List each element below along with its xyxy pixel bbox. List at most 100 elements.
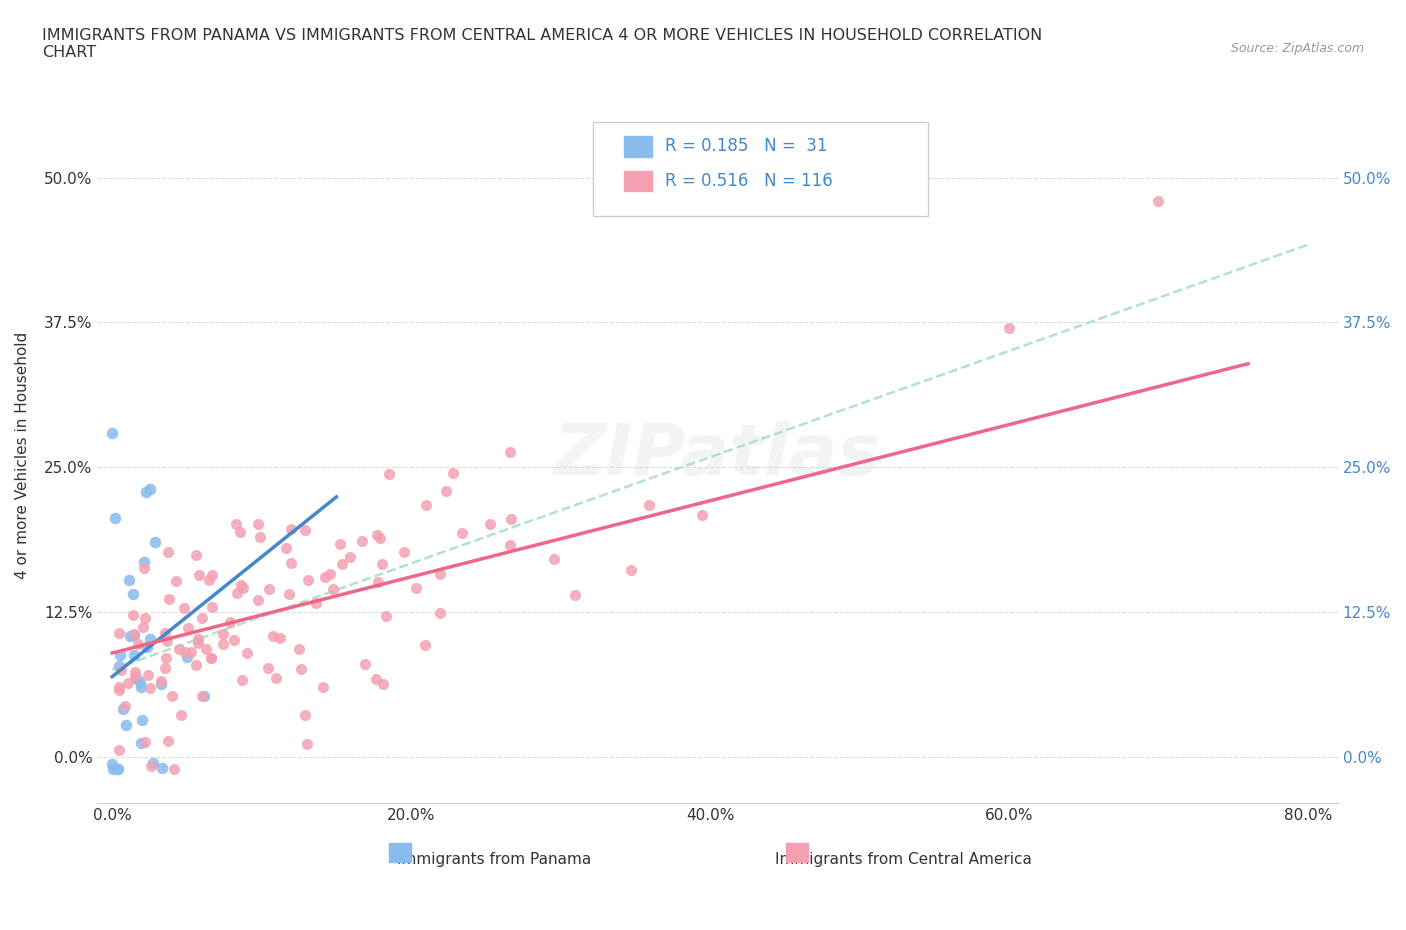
FancyBboxPatch shape [593, 122, 928, 216]
Point [371, 556, 394, 571]
Point [180, 644, 202, 659]
Point [262, 628, 284, 643]
Point [118, 572, 141, 587]
Point [155, 651, 177, 666]
Point [371, 677, 394, 692]
Point [134, 735, 156, 750]
Point [138, 631, 160, 646]
Point [157, 544, 180, 559]
Point [235, 645, 257, 660]
Point [441, 466, 464, 481]
Point [257, 581, 280, 596]
Bar [786, 843, 808, 862]
Bar [624, 136, 652, 156]
Text: R = 0.185   N =  31: R = 0.185 N = 31 [665, 138, 828, 155]
Text: IMMIGRANTS FROM PANAMA VS IMMIGRANTS FROM CENTRAL AMERICA 4 OR MORE VEHICLES IN : IMMIGRANTS FROM PANAMA VS IMMIGRANTS FRO… [42, 28, 1042, 60]
Point [131, 713, 153, 728]
Point [121, 586, 143, 601]
Point [620, 563, 643, 578]
Point [201, 600, 224, 615]
Point [122, 647, 145, 662]
Point [211, 627, 233, 642]
Point [247, 593, 270, 608]
Point [121, 607, 143, 622]
Text: ZIPatlas: ZIPatlas [554, 421, 882, 490]
Point [305, 595, 328, 610]
Point [637, 498, 659, 512]
Point [295, 737, 318, 751]
Point [269, 631, 291, 645]
Point [135, 485, 157, 499]
Point [499, 512, 522, 526]
Point [394, 544, 416, 559]
Point [173, 644, 195, 659]
Point [184, 548, 207, 563]
Point [247, 516, 270, 531]
Point [167, 642, 190, 657]
Point [290, 661, 312, 676]
Point [229, 525, 252, 539]
Point [150, 676, 173, 691]
Point [294, 708, 316, 723]
Point [108, 742, 131, 757]
Point [429, 605, 451, 620]
Point [274, 540, 297, 555]
Point [188, 568, 211, 583]
Point [139, 681, 162, 696]
Point [150, 674, 173, 689]
Point [212, 636, 235, 651]
Point [132, 561, 155, 576]
Point [195, 641, 218, 656]
Point [118, 629, 141, 644]
Point [218, 615, 240, 630]
Point [110, 662, 132, 677]
Point [499, 538, 522, 552]
Point [127, 637, 149, 652]
Point [197, 572, 219, 587]
Point [413, 637, 436, 652]
Point [375, 608, 398, 623]
Point [107, 658, 129, 673]
Point [176, 650, 198, 665]
Point [187, 635, 209, 650]
Point [450, 525, 472, 540]
Point [124, 669, 146, 684]
Point [201, 567, 224, 582]
Point [165, 574, 187, 589]
Point [150, 760, 173, 775]
Point [156, 633, 179, 648]
Point [330, 557, 353, 572]
Point [157, 734, 180, 749]
Point [193, 689, 215, 704]
Point [226, 586, 249, 601]
Point [124, 671, 146, 685]
Point [998, 321, 1021, 336]
Point [111, 701, 134, 716]
Point [264, 671, 287, 685]
Point [157, 591, 180, 606]
Point [131, 620, 153, 635]
Point [129, 680, 152, 695]
Text: Immigrants from Panama: Immigrants from Panama [396, 852, 592, 867]
Point [329, 536, 352, 551]
Point [499, 445, 522, 459]
Point [108, 680, 131, 695]
Point [543, 551, 565, 566]
Point [107, 761, 129, 776]
Point [367, 575, 389, 590]
Point [139, 759, 162, 774]
Point [314, 570, 336, 585]
Point [122, 628, 145, 643]
Y-axis label: 4 or more Vehicles in Household: 4 or more Vehicles in Household [15, 332, 30, 579]
Point [107, 626, 129, 641]
Point [142, 755, 165, 770]
Point [128, 674, 150, 689]
Point [231, 578, 253, 592]
Point [415, 498, 437, 512]
Point [564, 587, 586, 602]
Point [429, 566, 451, 581]
Text: Immigrants from Central America: Immigrants from Central America [775, 852, 1032, 867]
Point [232, 580, 254, 595]
Point [690, 508, 713, 523]
Point [124, 664, 146, 679]
